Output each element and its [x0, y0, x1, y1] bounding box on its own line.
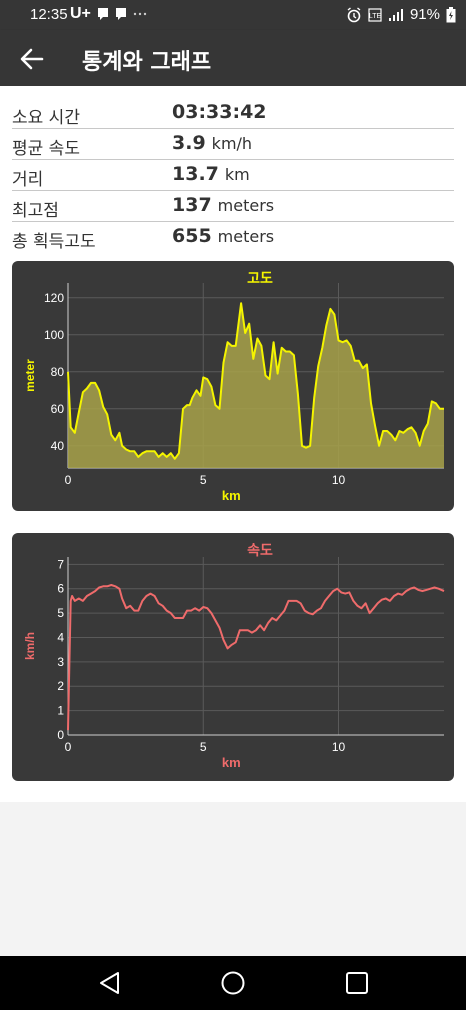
stat-row-distance: 거리 13.7 km	[12, 160, 454, 191]
y-tick-label: 40	[51, 439, 65, 453]
page-title: 통계와 그래프	[82, 50, 212, 75]
stats-table: 소요 시간 03:33:42 평균 속도 3.9 km/h 거리 13.7 km 최…	[12, 98, 454, 252]
signal-icon	[388, 8, 403, 21]
chart-title: 고도	[247, 271, 273, 287]
y-tick-label: 100	[44, 328, 64, 342]
stat-number: 655	[172, 225, 212, 247]
stat-label: 소요 시간	[12, 108, 80, 128]
stat-row-avg-speed: 평균 속도 3.9 km/h	[12, 129, 454, 160]
area-fill	[68, 303, 444, 468]
stat-number: 3.9	[172, 132, 206, 154]
stat-label: 최고점	[12, 201, 59, 221]
x-tick-label: 5	[200, 473, 207, 487]
stat-label: 평균 속도	[12, 139, 80, 159]
stat-unit: meters	[217, 196, 275, 215]
y-tick-label: 60	[51, 402, 65, 416]
stat-value: 13.7 km	[172, 163, 250, 185]
carrier-label: U+	[70, 5, 91, 22]
status-bar: 12:35 U+ LTE 91%	[0, 0, 466, 30]
stat-unit: meters	[217, 227, 275, 246]
series-line	[67, 302, 444, 460]
stat-row-max-altitude: 최고점 137 meters	[12, 191, 454, 222]
stat-row-elevation-gain: 총 획득고도 655 meters	[12, 222, 454, 252]
battery-percent: 91%	[409, 6, 440, 23]
square-recents-icon[interactable]	[342, 968, 372, 998]
stat-value: 03:33:42	[172, 101, 267, 123]
stat-number: 13.7	[172, 163, 219, 185]
x-tick-label: 5	[200, 740, 207, 754]
altitude-chart: 40 60 80 100 120 0 5 10 고도 km meter	[12, 261, 454, 511]
y-tick-label: 3	[57, 655, 64, 669]
y-tick-label: 80	[51, 365, 65, 379]
alarm-icon	[347, 6, 361, 22]
stat-unit: km	[224, 165, 250, 184]
stat-number: 137	[172, 194, 212, 216]
x-tick-label: 10	[332, 473, 346, 487]
series-line	[67, 584, 445, 731]
stat-unit: km/h	[211, 134, 253, 153]
circle-home-icon[interactable]	[218, 968, 248, 998]
app-bar: 통계와 그래프	[0, 30, 466, 86]
lte-icon: LTE	[368, 7, 382, 22]
stat-number: 03:33:42	[172, 101, 267, 123]
message-icon	[115, 8, 126, 20]
y-tick-label: 120	[44, 291, 64, 305]
navigation-bar	[0, 956, 466, 1010]
more-dots-icon	[133, 12, 147, 16]
status-time: 12:35	[30, 6, 68, 23]
y-tick-label: 2	[57, 679, 64, 693]
battery-icon	[446, 6, 456, 22]
y-tick-label: 6	[57, 582, 64, 596]
speed-chart-svg: 0 1 2 3 4 5 6 7 0 5 10 속도 km km/h	[23, 543, 445, 770]
x-axis-label: km	[222, 755, 241, 770]
y-tick-label: 5	[57, 606, 64, 620]
y-axis-label: km/h	[23, 632, 37, 660]
y-tick-label: 4	[57, 630, 64, 644]
svg-text:LTE: LTE	[369, 13, 382, 20]
y-tick-label: 7	[57, 557, 64, 571]
stat-label: 거리	[12, 170, 44, 190]
y-axis-label: meter	[23, 359, 37, 392]
stat-value: 3.9 km/h	[172, 132, 252, 154]
arrow-left-icon[interactable]	[18, 45, 46, 73]
triangle-back-icon[interactable]	[95, 968, 125, 998]
altitude-chart-svg: 40 60 80 100 120 0 5 10 고도 km meter	[23, 271, 444, 503]
content-area: 소요 시간 03:33:42 평균 속도 3.9 km/h 거리 13.7 km 최…	[0, 86, 466, 802]
stat-value: 655 meters	[172, 225, 274, 247]
x-tick-label: 0	[65, 740, 72, 754]
y-tick-label: 1	[57, 704, 64, 718]
speed-chart: 0 1 2 3 4 5 6 7 0 5 10 속도 km km/h	[12, 533, 454, 781]
stat-value: 137 meters	[172, 194, 274, 216]
y-tick-label: 0	[57, 728, 64, 742]
x-tick-label: 0	[65, 473, 72, 487]
stat-label: 총 획득고도	[12, 232, 96, 252]
x-tick-label: 10	[332, 740, 346, 754]
x-axis-label: km	[222, 488, 241, 503]
message-icon	[97, 8, 108, 20]
chart-title: 속도	[247, 543, 273, 559]
stat-row-duration: 소요 시간 03:33:42	[12, 98, 454, 129]
